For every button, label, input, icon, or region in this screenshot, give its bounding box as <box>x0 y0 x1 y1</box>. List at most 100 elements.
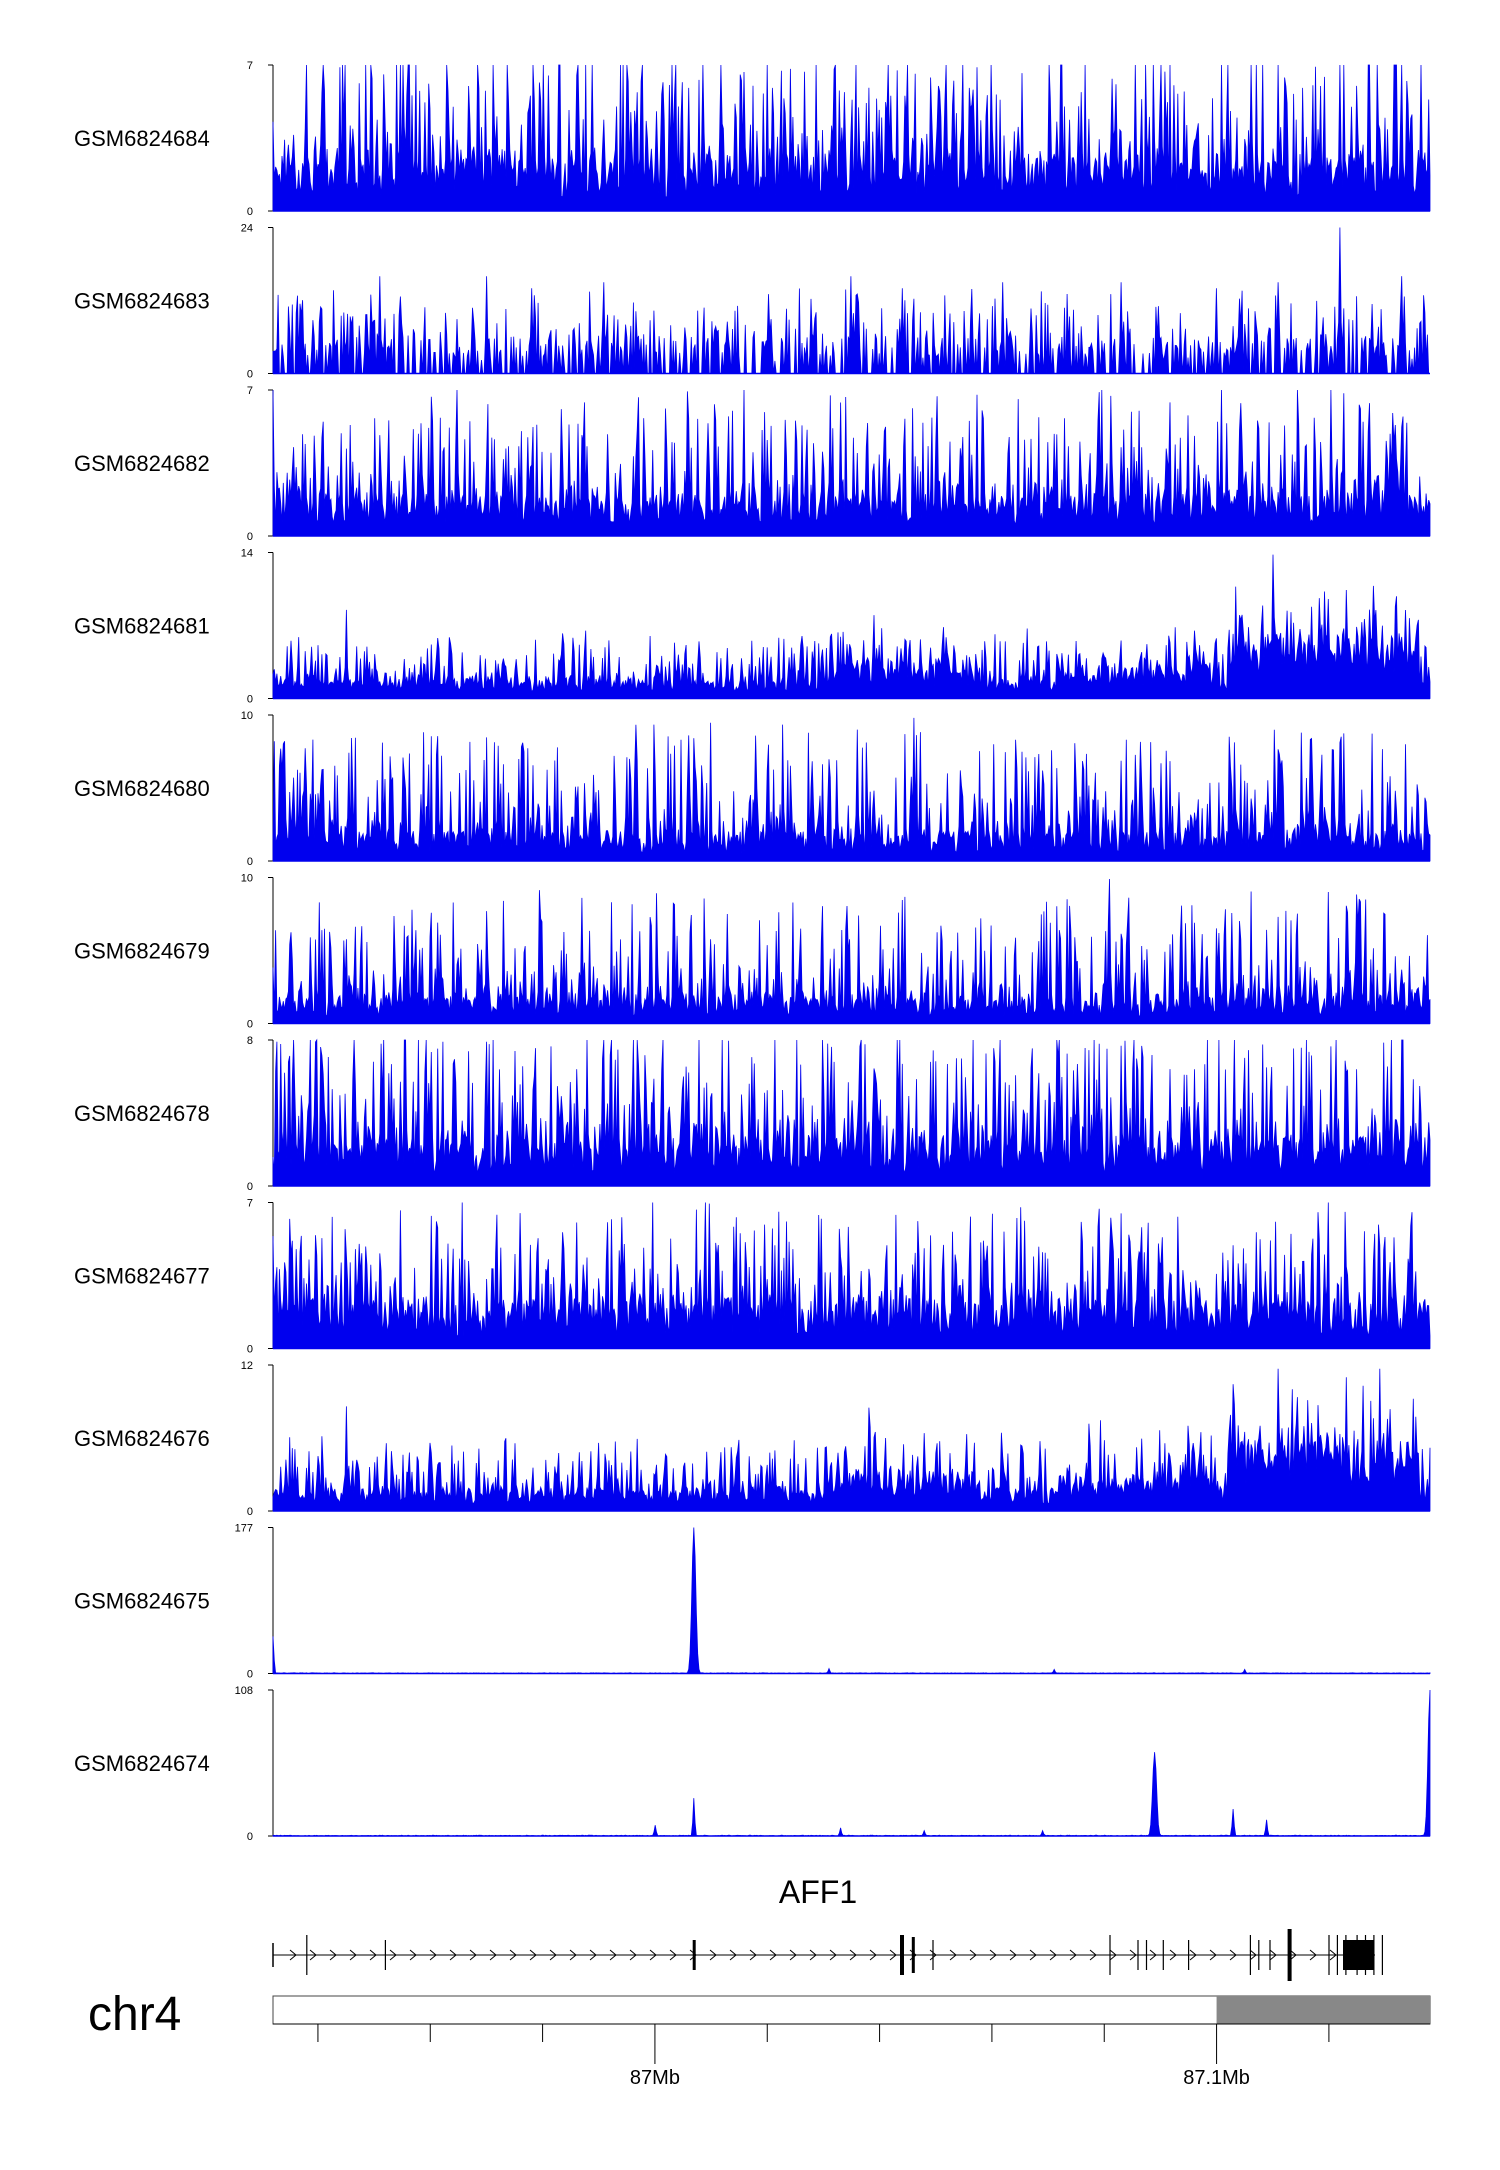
track-GSM6824675: GSM6824675 177 0 <box>74 1523 1431 1681</box>
strand-chevron <box>1329 1949 1337 1961</box>
coverage-area-GSM6824678 <box>272 1038 1431 1187</box>
strand-chevron <box>1089 1949 1097 1961</box>
track-label: GSM6824678 <box>74 1101 210 1126</box>
y-tick-label-min: 0 <box>247 531 253 543</box>
strand-chevron <box>829 1949 837 1961</box>
strand-chevron <box>1129 1949 1137 1961</box>
coverage-area-GSM6824675 <box>272 1527 1431 1675</box>
strand-chevron <box>1029 1949 1037 1961</box>
strand-chevron <box>1269 1949 1277 1961</box>
strand-chevron <box>709 1949 717 1961</box>
strand-chevron <box>1209 1949 1217 1961</box>
y-tick-label-max: 7 <box>247 385 253 397</box>
strand-chevron <box>649 1949 657 1961</box>
y-tick-label-min: 0 <box>247 694 253 706</box>
track-GSM6824674: GSM6824674 108 0 <box>74 1685 1431 1843</box>
strand-chevron <box>989 1949 997 1961</box>
strand-chevron <box>469 1949 477 1961</box>
exon <box>1381 1935 1383 1975</box>
track-label: GSM6824675 <box>74 1589 210 1614</box>
strand-chevron <box>929 1949 937 1961</box>
coverage-area-GSM6824680 <box>272 717 1431 862</box>
track-label: GSM6824683 <box>74 289 210 314</box>
coverage-area-GSM6824676 <box>272 1368 1431 1512</box>
y-tick-label-max: 12 <box>241 1360 253 1372</box>
y-tick-label-min: 0 <box>247 1831 253 1843</box>
exon <box>1336 1935 1338 1975</box>
y-tick-label-max: 7 <box>247 60 253 72</box>
track-label: GSM6824674 <box>74 1751 210 1776</box>
strand-chevron <box>629 1949 637 1961</box>
strand-chevron <box>449 1949 457 1961</box>
coverage-area-GSM6824679 <box>272 878 1431 1024</box>
exon <box>1328 1935 1330 1975</box>
exon <box>1249 1935 1251 1975</box>
strand-chevron <box>809 1949 817 1961</box>
strand-chevron <box>1189 1949 1197 1961</box>
track-label: GSM6824681 <box>74 614 210 639</box>
strand-chevron <box>1249 1949 1257 1961</box>
strand-chevron <box>869 1949 877 1961</box>
y-tick-label-min: 0 <box>247 1506 253 1518</box>
y-tick-label-min: 0 <box>247 1181 253 1193</box>
strand-chevron <box>329 1949 337 1961</box>
strand-chevron <box>509 1949 517 1961</box>
y-tick-label-max: 10 <box>241 710 253 722</box>
track-label: GSM6824682 <box>74 451 210 476</box>
chromosome-label: chr4 <box>88 1988 181 2041</box>
exon <box>1109 1935 1111 1975</box>
exon <box>306 1935 308 1975</box>
gene-track: AFF1 <box>272 1874 1383 1981</box>
y-tick-label-min: 0 <box>247 1019 253 1031</box>
coverage-area-GSM6824683 <box>272 227 1430 374</box>
track-label: GSM6824677 <box>74 1264 210 1289</box>
y-tick-label-max: 10 <box>241 873 253 885</box>
track-GSM6824677: GSM6824677 7 0 <box>74 1198 1431 1356</box>
y-tick-label-min: 0 <box>247 1669 253 1681</box>
track-label: GSM6824679 <box>74 939 210 964</box>
strand-chevron <box>849 1949 857 1961</box>
track-label: GSM6824684 <box>74 126 210 151</box>
exon <box>384 1940 386 1970</box>
strand-chevron <box>369 1949 377 1961</box>
chromosome-axis: chr4 87Mb 87.1Mb <box>88 1988 1431 2089</box>
x-tick-label: 87Mb <box>630 2067 680 2089</box>
track-GSM6824683: GSM6824683 24 0 <box>74 223 1430 381</box>
strand-chevron <box>1049 1949 1057 1961</box>
strand-chevron <box>429 1949 437 1961</box>
gene-label: AFF1 <box>779 1874 857 1910</box>
exon <box>1162 1940 1164 1970</box>
y-tick-label-max: 14 <box>241 548 253 560</box>
strand-chevron <box>1309 1949 1317 1961</box>
y-tick-label-min: 0 <box>247 1344 253 1356</box>
strand-chevron <box>769 1949 777 1961</box>
coverage-area-GSM6824677 <box>272 1202 1431 1349</box>
exon <box>1145 1940 1148 1970</box>
coverage-area-GSM6824684 <box>272 64 1431 212</box>
strand-chevron <box>589 1949 597 1961</box>
track-GSM6824682: GSM6824682 7 0 <box>74 385 1431 543</box>
exon <box>1258 1940 1260 1970</box>
strand-chevron <box>309 1949 317 1961</box>
exon <box>911 1937 915 1973</box>
strand-chevron <box>729 1949 737 1961</box>
strand-chevron <box>569 1949 577 1961</box>
strand-chevron <box>1169 1949 1177 1961</box>
strand-chevron <box>1009 1949 1017 1961</box>
track-label: GSM6824676 <box>74 1426 210 1451</box>
coverage-area-GSM6824681 <box>272 554 1431 699</box>
strand-chevron <box>389 1949 397 1961</box>
strand-chevron <box>409 1949 417 1961</box>
strand-chevron <box>549 1949 557 1961</box>
exon <box>1287 1929 1292 1981</box>
strand-chevron <box>1289 1949 1297 1961</box>
y-tick-label-min: 0 <box>247 369 253 381</box>
coverage-area-GSM6824682 <box>272 389 1431 537</box>
strand-chevron <box>789 1949 797 1961</box>
y-tick-label-max: 8 <box>247 1035 253 1047</box>
track-GSM6824678: GSM6824678 8 0 <box>74 1035 1431 1193</box>
x-tick-label: 87.1Mb <box>1183 2067 1250 2089</box>
coverage-area-GSM6824674 <box>272 1689 1431 1837</box>
y-tick-label-max: 108 <box>235 1685 253 1697</box>
